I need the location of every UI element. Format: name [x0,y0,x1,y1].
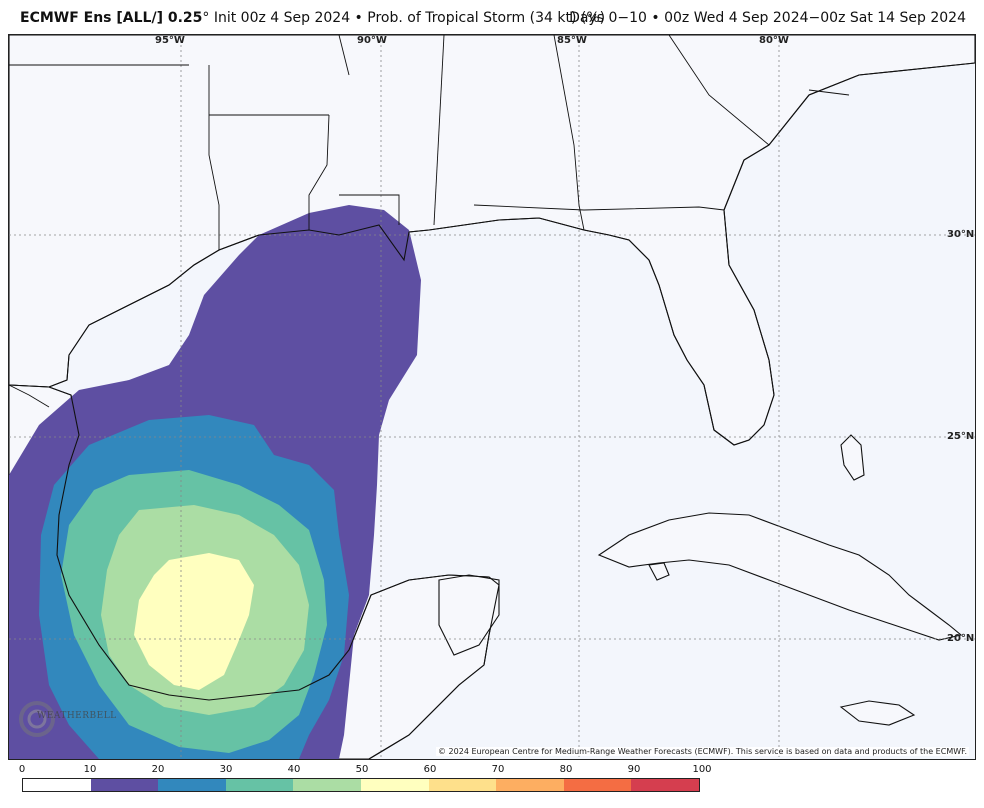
colorbar-tick: 90 [627,764,641,775]
shade-50-60 [134,553,254,690]
border-tx-la [208,65,220,250]
logo-swirl-icon [19,701,55,737]
lon-label-85w: 85°W [557,35,587,46]
yucatan-tip [438,574,500,656]
isle-of-youth [648,562,670,581]
border-ms-la [339,194,400,225]
border-ga-sc [668,35,770,146]
border-al-ga [553,35,585,231]
lon-label-95w: 95°W [155,35,185,46]
colorbar-swatch [293,779,361,791]
colorbar-tick: 80 [559,764,573,775]
political-borders [9,35,850,408]
colorbar-tick: 30 [219,764,233,775]
lat-label-20n: 20°N [947,633,975,644]
graticule [9,35,975,759]
border-ms-river [308,114,330,230]
colorbar-swatch [90,779,159,791]
bahamas-andros [840,434,865,481]
lon-label-90w: 90°W [357,35,387,46]
copyright-notice: © 2024 European Centre for Medium-Range … [436,747,969,756]
colorbar-tick: 50 [355,764,369,775]
lon-label-80w: 80°W [759,35,789,46]
product-subtitle: Init 00z 4 Sep 2024 • Prob. of Tropical … [209,10,606,26]
colorbar-swatch [225,779,294,791]
border-us-mex [9,384,50,408]
colorbar-swatch [428,779,497,791]
map-canvas [9,35,975,759]
border-tn [338,35,350,76]
colorbar-tick: 20 [151,764,165,775]
colorbar-swatch [360,779,429,791]
map-panel: 95°W 90°W 85°W 80°W 30°N 25°N 20°N WEATH… [8,34,976,760]
colorbar [22,778,700,792]
colorbar-swatch [631,779,699,791]
border-ms-al [433,35,445,226]
gulf-coast [9,62,975,446]
border-fl-north [473,204,725,211]
colorbar-tick: 40 [287,764,301,775]
colorbar-tick: 70 [491,764,505,775]
colorbar-ticks: 0 10 20 30 40 50 60 70 80 90 100 [18,764,712,778]
colorbar-swatch [563,779,632,791]
product-name: ECMWF Ens [ALL/] 0.25 [20,10,203,26]
border-nc-sc [808,89,850,96]
colorbar-swatch [23,779,91,791]
weatherbell-logo: WEATHERBELL [17,697,116,741]
land [9,35,975,759]
mexico-coast [48,386,500,759]
lat-label-25n: 25°N [947,431,975,442]
colorbar-tick: 10 [83,764,97,775]
colorbar-swatch [158,779,226,791]
colorbar-tick: 100 [692,764,712,775]
colorbar-swatch [496,779,564,791]
valid-period: Days 0−10 • 00z Wed 4 Sep 2024−00z Sat 1… [569,10,966,26]
jamaica [839,700,916,726]
degree-symbol: ° [202,10,210,26]
map-title: ECMWF Ens [ALL/] 0.25° Init 00z 4 Sep 20… [20,10,605,26]
colorbar-tick: 0 [18,764,26,775]
lat-label-30n: 30°N [947,229,975,240]
colorbar-tick: 60 [423,764,437,775]
cuba [597,512,963,641]
logo-text: WEATHERBELL [37,711,117,721]
coastlines [9,62,975,759]
